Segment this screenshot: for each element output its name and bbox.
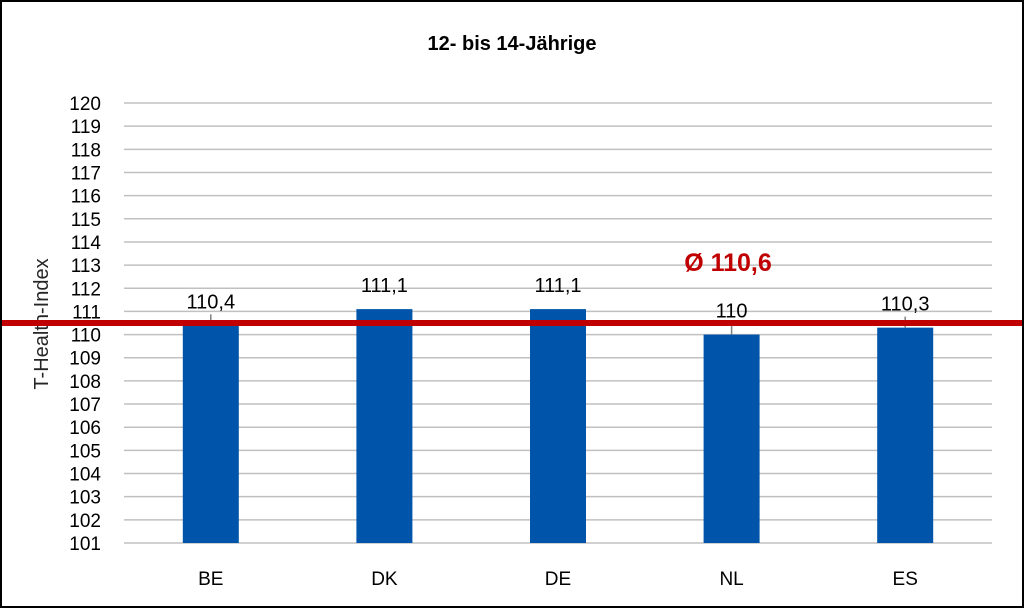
- data-labels: 110,4 111,1 111,1 110 110,3: [187, 275, 930, 322]
- data-label-be: 110,4: [187, 291, 236, 313]
- y-tick-label-106: 106: [69, 418, 101, 439]
- data-label-de: 111,1: [534, 275, 581, 297]
- y-tick-label-102: 102: [69, 511, 101, 532]
- data-label-dk: 111,1: [361, 275, 408, 297]
- y-tick-label-105: 105: [69, 441, 101, 462]
- average-label: Ø 110,6: [684, 249, 772, 277]
- x-tick-label-nl: NL: [719, 569, 743, 590]
- y-tick-label-108: 108: [69, 372, 101, 393]
- y-tick-label-112: 112: [71, 279, 101, 300]
- x-tick-label-es: ES: [893, 569, 918, 590]
- y-tick-label-109: 109: [69, 349, 101, 370]
- y-tick-label-101: 101: [69, 534, 101, 555]
- y-axis-ticks: 1011021031041051061071081091101111121131…: [69, 94, 101, 555]
- x-tick-label-dk: DK: [371, 569, 398, 590]
- bar-nl: [703, 334, 760, 543]
- y-tick-label-115: 115: [71, 210, 101, 231]
- y-tick-label-118: 118: [71, 140, 101, 161]
- bar-dk: [356, 309, 413, 543]
- y-tick-label-114: 114: [71, 233, 102, 254]
- data-label-es: 110,3: [881, 294, 930, 316]
- y-tick-label-107: 107: [69, 395, 101, 416]
- data-label-nl: 110: [716, 301, 748, 323]
- bar-es: [877, 327, 934, 543]
- x-tick-label-de: DE: [545, 569, 571, 590]
- bar-be: [182, 325, 239, 543]
- x-tick-label-be: BE: [198, 569, 223, 590]
- y-tick-label-110: 110: [71, 326, 101, 347]
- bars: [182, 309, 934, 543]
- y-tick-label-104: 104: [69, 465, 101, 486]
- y-tick-label-111: 111: [72, 302, 101, 323]
- y-tick-label-116: 116: [71, 187, 101, 208]
- y-tick-label-117: 117: [71, 163, 101, 184]
- y-tick-label-120: 120: [69, 94, 101, 115]
- chart-title: 12- bis 14-Jährige: [428, 33, 597, 55]
- y-tick-label-103: 103: [69, 488, 101, 509]
- bar-de: [530, 309, 586, 543]
- y-tick-label-119: 119: [71, 117, 101, 138]
- y-tick-label-113: 113: [71, 256, 101, 277]
- x-axis-ticks: BE DK DE NL ES: [198, 569, 918, 590]
